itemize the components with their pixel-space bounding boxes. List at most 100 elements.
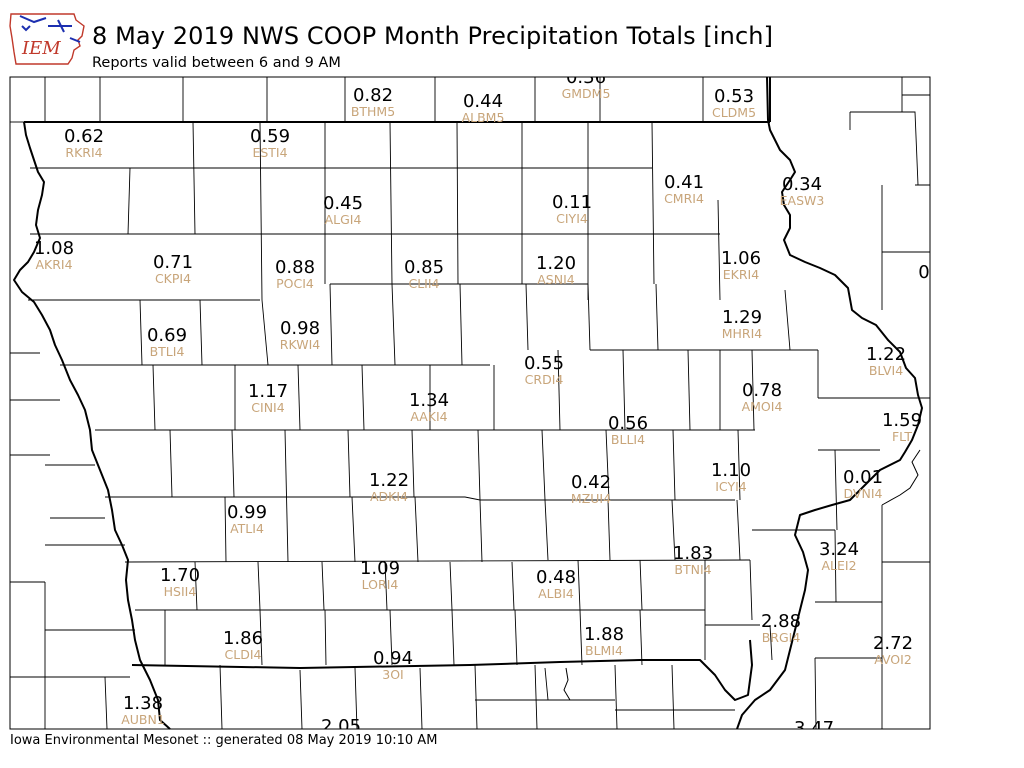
station-id: CRDI4	[525, 372, 564, 387]
station-value: 1.38	[123, 693, 163, 714]
station-id: CLII4	[408, 276, 439, 291]
station-value: 2.72	[873, 633, 913, 654]
station-id: BLMI4	[585, 643, 623, 658]
station-value: 0	[918, 262, 929, 283]
station-id: BTLI4	[150, 344, 185, 359]
station-id: ALGI4	[325, 212, 362, 227]
station-value: 1.59	[882, 410, 922, 431]
station-id: ALBI4	[538, 586, 574, 601]
station-value: 0.99	[227, 502, 267, 523]
station-id: AVOI2	[874, 652, 912, 667]
station-value: 0.71	[153, 252, 193, 273]
station-value: 0.78	[742, 380, 782, 401]
station-id: GMDM5	[562, 86, 611, 101]
station-id: RKRI4	[65, 145, 102, 160]
station-id: ESTI4	[252, 145, 287, 160]
station-value: 0.48	[536, 567, 576, 588]
station-value: 1.10	[711, 460, 751, 481]
station-value: 1.22	[866, 344, 906, 365]
station-value: 0.98	[280, 318, 320, 339]
station-value: 0.69	[147, 325, 187, 346]
station-value: 1.86	[223, 628, 263, 649]
station-value: 1.29	[722, 307, 762, 328]
station-id: EKRI4	[723, 267, 759, 282]
station-value: 1.83	[673, 543, 713, 564]
station-value: 2.05	[321, 716, 361, 737]
station-value: 0.45	[323, 193, 363, 214]
station-id: ATLI4	[230, 521, 264, 536]
station-value: 1.06	[721, 248, 761, 269]
station-value: 0.34	[782, 174, 822, 195]
station-value: 1.22	[369, 470, 409, 491]
station-value: 1.34	[409, 390, 449, 411]
station-id: POCI4	[276, 276, 314, 291]
station-id: AUBN1	[121, 712, 165, 727]
station-id: AKRI4	[35, 257, 72, 272]
station-value: 2.88	[761, 611, 801, 632]
station-id: CMRI4	[664, 191, 704, 206]
station-value: 0.42	[571, 472, 611, 493]
station-value: 0.55	[524, 353, 564, 374]
station-id: BTHM5	[351, 104, 395, 119]
station-value: 0.94	[373, 648, 413, 669]
weather-symbol-icon	[19, 15, 81, 43]
station-value: 1.17	[248, 381, 288, 402]
station-value: 0.11	[552, 192, 592, 213]
footer-credit: Iowa Environmental Mesonet :: generated …	[10, 733, 438, 748]
station-id: FLT	[892, 429, 912, 444]
station-value: 0.62	[64, 126, 104, 147]
station-id: BTNI4	[674, 562, 711, 577]
station-id: CLDI4	[225, 647, 262, 662]
station-id: ALBM5	[462, 110, 505, 125]
station-id: CIYI4	[556, 211, 588, 226]
station-value: 0.82	[353, 85, 393, 106]
iowa-state-outline-icon	[9, 13, 85, 65]
state-borders	[13, 76, 923, 730]
station-id: LORI4	[362, 577, 399, 592]
county-lines	[10, 77, 930, 730]
station-id: BLVI4	[869, 363, 903, 378]
station-id: ADKI4	[370, 489, 408, 504]
station-value: 0.59	[250, 126, 290, 147]
station-id: ICYI4	[715, 479, 747, 494]
state-borders-thin	[563, 449, 921, 701]
station-value: 0.85	[404, 257, 444, 278]
station-id: BLLI4	[611, 432, 645, 447]
station-value: 0.44	[463, 91, 503, 112]
station-value: 1.88	[584, 624, 624, 645]
station-value: 3.47	[794, 718, 834, 739]
station-value: 0.01	[843, 467, 883, 488]
station-id: HSII4	[164, 584, 197, 599]
station-value: 1.09	[360, 558, 400, 579]
station-id: CKPI4	[155, 271, 191, 286]
station-value: 0.56	[608, 413, 648, 434]
station-value: 1.08	[34, 238, 74, 259]
station-id: CINI4	[251, 400, 284, 415]
station-value: 0.36	[566, 67, 606, 88]
station-id: BRGI4	[762, 630, 801, 645]
station-id: MHRI4	[722, 326, 763, 341]
iem-logo: IEM	[9, 13, 85, 65]
page-subtitle: Reports valid between 6 and 9 AM	[92, 55, 341, 71]
station-id: AAKI4	[410, 409, 447, 424]
station-id: AMOI4	[742, 399, 783, 414]
station-value: 0.88	[275, 257, 315, 278]
station-value: 0.53	[714, 86, 754, 107]
map-frame	[9, 76, 931, 730]
station-id: 3OI	[382, 667, 403, 682]
station-value: 1.20	[536, 253, 576, 274]
station-id: RKWI4	[280, 337, 320, 352]
page-title: 8 May 2019 NWS COOP Month Precipitation …	[92, 22, 774, 50]
logo-text: IEM	[21, 38, 61, 59]
station-value: 1.70	[160, 565, 200, 586]
station-id: MZUI4	[571, 491, 611, 506]
station-value: 3.24	[819, 539, 859, 560]
station-id: EASW3	[780, 193, 825, 208]
station-id: ALEI2	[821, 558, 856, 573]
station-id: ASNI4	[537, 272, 575, 287]
station-id: DVNI4	[844, 486, 883, 501]
station-value: 0.41	[664, 172, 704, 193]
station-id: CLDM5	[712, 105, 756, 120]
